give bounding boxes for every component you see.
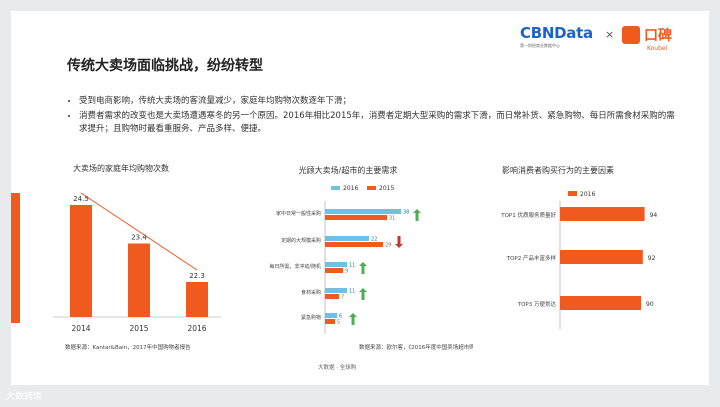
chart3-bar [560, 296, 641, 310]
chart1-category-label: 2014 [71, 324, 90, 333]
chart2-value-label: 11 [349, 289, 355, 295]
chart2-category-label: 家中日常一般性采购 [276, 210, 321, 217]
bullet-item: 受到电商影响，传统大卖场的客流量减少，家庭年均购物次数逐年下滑； [79, 95, 679, 108]
arrow-down-icon [395, 236, 403, 248]
chart-annual-shopping-frequency: 大卖场的家庭年均购物次数 24.5 2014 23.4 2015 22.3 2016 数据… [53, 163, 221, 351]
corner-watermark: 大数跨境 [6, 392, 43, 402]
chart1-value-label: 22.3 [189, 272, 205, 280]
chart3-value-label: 90 [646, 301, 654, 308]
chart1-source: 数据来源：Kantar&Bain，2017年中国购物者报告 [65, 343, 191, 351]
chart2-value-label: 7 [341, 295, 344, 301]
chart2-value-label: 9 [345, 269, 348, 275]
bullet-list: 受到电商影响，传统大卖场的客流量减少，家庭年均购物次数逐年下滑； 消费者需求的改… [67, 95, 679, 138]
chart3-title: 影响消费者购买行为的主要因素 [502, 165, 614, 175]
chart2-bar [325, 268, 343, 273]
chart3-bar [560, 207, 645, 221]
chart2-bar [325, 262, 347, 267]
chart2-bar [325, 242, 383, 247]
chart3-legend-label: 2016 [580, 191, 595, 198]
chart2-category-label: 定期的大规模采购 [281, 237, 321, 244]
brand-separator: × [605, 28, 615, 41]
chart2-value-label: 6 [339, 314, 342, 320]
slide-title: 传统大卖场面临挑战，纷纷转型 [67, 58, 263, 74]
chart1-bar [70, 205, 92, 317]
arrow-up-icon [413, 209, 421, 221]
chart2-source: 数据来源：欧尔客，《2016年度中国卖场超市购物者趋势》报告 [359, 343, 473, 351]
chart1-value-label: 24.5 [73, 195, 89, 203]
chart1-value-label: 23.4 [131, 234, 147, 242]
arrow-up-icon [359, 262, 367, 274]
chart2-value-label: 5 [337, 320, 340, 326]
chart2-legend-swatch [331, 186, 340, 190]
chart3-category-label: TOP1 优质服务质量好 [500, 211, 556, 219]
chart2-value-label: 29 [385, 243, 391, 249]
chart2-value-label: 38 [403, 210, 409, 216]
chart3-value-label: 94 [650, 212, 658, 219]
chart2-bar [325, 294, 339, 299]
chart-purchase-factors: 影响消费者购买行为的主要因素 2016 TOP1 优质服务质量好 94 TOP2 产… [500, 165, 658, 329]
chart1-trend-line [80, 192, 198, 271]
chart1-category-label: 2016 [187, 324, 206, 333]
chart2-legend-swatch [367, 186, 376, 190]
chart2-category-label: 食材采购 [301, 289, 321, 296]
chart2-value-label: 22 [371, 237, 377, 243]
chart3-legend-swatch [568, 191, 577, 196]
chart1-title: 大卖场的家庭年均购物次数 [73, 163, 169, 173]
chart3-category-label: TOP3 万便划达 [517, 300, 557, 308]
chart2-category-label: 紧急购物 [301, 314, 321, 321]
chart2-bar [325, 215, 387, 220]
chart1-bar [186, 282, 208, 317]
chart2-title: 光顾大卖场/超市的主要需求 [299, 165, 398, 175]
chart2-bar [325, 209, 401, 214]
chart2-bar [325, 288, 347, 293]
chart3-value-label: 92 [648, 255, 656, 262]
footer-text: 大数据 · 全球购 [318, 365, 357, 371]
chart1-bar [128, 243, 150, 317]
chart2-value-label: 31 [389, 216, 395, 222]
cbndata-logo: CBNData [520, 24, 593, 42]
chart2-legend-label: 2015 [379, 185, 394, 192]
chart2-bar [325, 236, 369, 241]
chart3-bar [560, 250, 643, 264]
koubei-logo-icon [622, 26, 640, 44]
arrow-up-icon [349, 313, 357, 325]
orange-side-tab [11, 193, 20, 323]
arrow-up-icon [359, 288, 367, 300]
chart3-category-label: TOP2 产品丰富多样 [506, 254, 557, 262]
koubei-logo-text: 口碑 [644, 28, 672, 44]
koubei-logo-subtext: Koubei [647, 45, 668, 52]
bullet-item: 消费者需求的改变也是大卖场遭遇寒冬的另一个原因。2016年相比2015年，消费者… [79, 110, 679, 136]
slide: CBNData 第一财经商业数据中心 × 口碑 Koubei 传统大卖场面临挑战… [11, 11, 709, 385]
chart2-bar [325, 319, 335, 324]
chart-store-visit-needs: 光顾大卖场/超市的主要需求 2016 2015 家中日常一般性采购 38 31 定期的大… [269, 165, 473, 351]
chart1-category-label: 2015 [129, 324, 148, 333]
chart2-value-label: 11 [349, 263, 355, 269]
cbndata-logo-subtitle: 第一财经商业数据中心 [520, 43, 560, 48]
chart2-bar [325, 313, 337, 318]
chart2-category-label: 每日所需，非冲动/随机 [269, 263, 321, 270]
chart2-legend-label: 2016 [343, 185, 358, 192]
